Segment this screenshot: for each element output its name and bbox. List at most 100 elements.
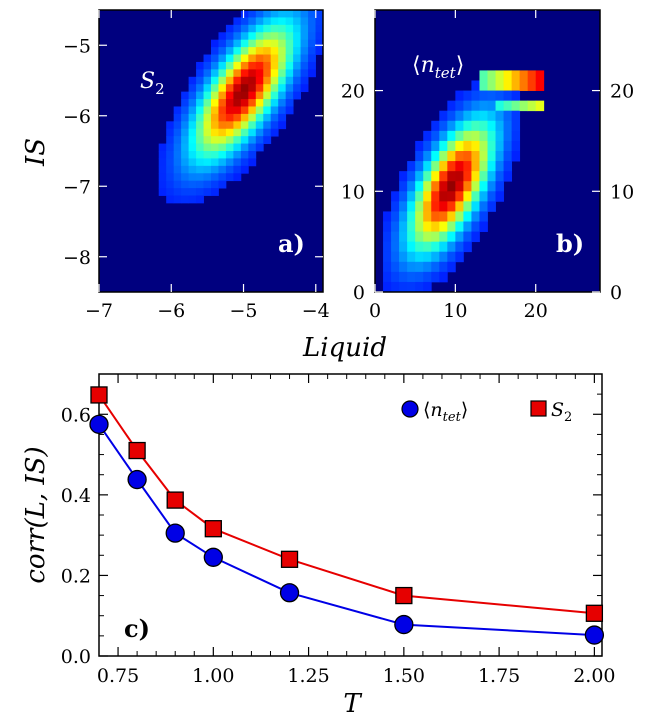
heatmap-cell [218, 143, 227, 152]
heatmap-cell [479, 161, 488, 172]
heatmap-cell [527, 80, 537, 91]
heatmap-cell [263, 128, 272, 137]
heatmap-cell [535, 80, 545, 91]
heatmap-cell [196, 121, 204, 130]
heatmap-cell [233, 128, 242, 137]
heatmap-cell [270, 113, 279, 122]
heatmap-cell [519, 100, 529, 112]
heatmap-cell [218, 84, 227, 93]
heatmap-cell [308, 17, 316, 26]
panel-c-series [89, 386, 605, 645]
heatmap-cell [383, 261, 392, 273]
heatmap-cell [196, 84, 204, 93]
heatmap-cell [263, 17, 272, 26]
heatmap-cell [285, 39, 294, 48]
x-tick-label: 0 [369, 300, 381, 322]
heatmap-cell [255, 121, 264, 130]
heatmap-cell [479, 201, 488, 212]
heatmap-cell [471, 140, 480, 152]
heatmap-cell [233, 84, 242, 93]
heatmap-cell [158, 165, 167, 174]
heatmap-cell [278, 54, 287, 63]
heatmap-cell [255, 61, 264, 70]
heatmap-cell [407, 281, 416, 293]
heatmap-cell [188, 91, 197, 100]
heatmap-cell [391, 231, 400, 243]
heatmap-cell [248, 61, 257, 70]
heatmap-cell [278, 99, 287, 107]
panel-c-ticks: 0.75 1.00 1.25 1.50 1.75 2.00 0.0 0.2 0.4 0.6 [61, 374, 616, 687]
heatmap-cell [423, 140, 432, 152]
heatmap-cell [399, 241, 408, 253]
y-tick-label: −6 [63, 106, 91, 128]
legend-marker-ntet [401, 400, 419, 418]
heatmap-cell [407, 221, 416, 232]
y-tick-label: 0.2 [61, 565, 91, 587]
heatmap-cell [300, 76, 309, 85]
heatmap-cell [196, 143, 204, 152]
heatmap-cell [248, 151, 257, 159]
heatmap-cell [181, 113, 189, 122]
heatmap-cell [479, 70, 488, 81]
heatmap-cell [211, 180, 219, 189]
heatmap-cell [263, 113, 272, 122]
heatmap-cell [188, 84, 197, 93]
heatmap-cell [455, 110, 464, 122]
heatmap-cell [285, 91, 294, 100]
heatmap-cell [399, 171, 408, 182]
heatmap-cell [211, 99, 219, 107]
y-tick-label-left: 10 [341, 181, 365, 203]
heatmap-cell [173, 165, 182, 174]
heatmap-cell [240, 47, 249, 55]
heatmap-cell [308, 61, 316, 70]
heatmap-cell [270, 10, 279, 18]
heatmap-cell [447, 211, 456, 222]
heatmap-cell [263, 54, 272, 63]
heatmap-cell [383, 281, 392, 293]
panel-c-frame [98, 373, 603, 657]
heatmap-cell [196, 195, 204, 204]
heatmap-cell [511, 140, 521, 152]
heatmap-cell [233, 24, 242, 33]
heatmap-cell [181, 188, 189, 196]
heatmap-cell [233, 121, 242, 130]
heatmap-cell [270, 61, 279, 70]
heatmap-cell [447, 221, 456, 232]
heatmap-cell [285, 10, 294, 18]
heatmap-cell [263, 32, 272, 41]
heatmap-cell [487, 100, 496, 112]
heatmap-cell [285, 17, 294, 26]
heatmap-cell [255, 113, 264, 122]
heatmap-cell [248, 17, 257, 26]
heatmap-cell [300, 10, 309, 18]
heatmap-cell [240, 76, 249, 85]
data-point-ntet [203, 547, 223, 567]
heatmap-cell [495, 171, 504, 182]
heatmap-cell [218, 69, 227, 78]
legend-label-ntet: ⟨ntet⟩ [423, 399, 468, 425]
heatmap-cell [270, 39, 279, 48]
heatmap-cell [415, 171, 424, 182]
heatmap-cell [240, 54, 249, 63]
heatmap-cell [308, 54, 316, 63]
heatmap-cell [471, 130, 480, 142]
heatmap-cell [248, 32, 257, 41]
heatmap-cell [225, 84, 234, 93]
heatmap-cell [431, 130, 440, 142]
heatmap-cell [431, 241, 440, 253]
heatmap-cell [218, 32, 227, 41]
x-tick-label: 1.50 [383, 665, 425, 687]
heatmap-cell [479, 211, 488, 222]
heatmap-cell [439, 271, 448, 283]
heatmap-cell [173, 158, 182, 167]
heatmap-cell [455, 211, 464, 222]
panel-a-annotation: S2 [140, 69, 165, 98]
heatmap-cell [503, 80, 513, 91]
heatmap-cell [225, 39, 234, 48]
heatmap-cell [240, 151, 249, 159]
heatmap-cell [158, 180, 167, 189]
heatmap-cell [285, 106, 294, 115]
heatmap-cell [225, 91, 234, 100]
heatmap-cell [471, 100, 480, 112]
heatmap-cell [431, 140, 440, 152]
